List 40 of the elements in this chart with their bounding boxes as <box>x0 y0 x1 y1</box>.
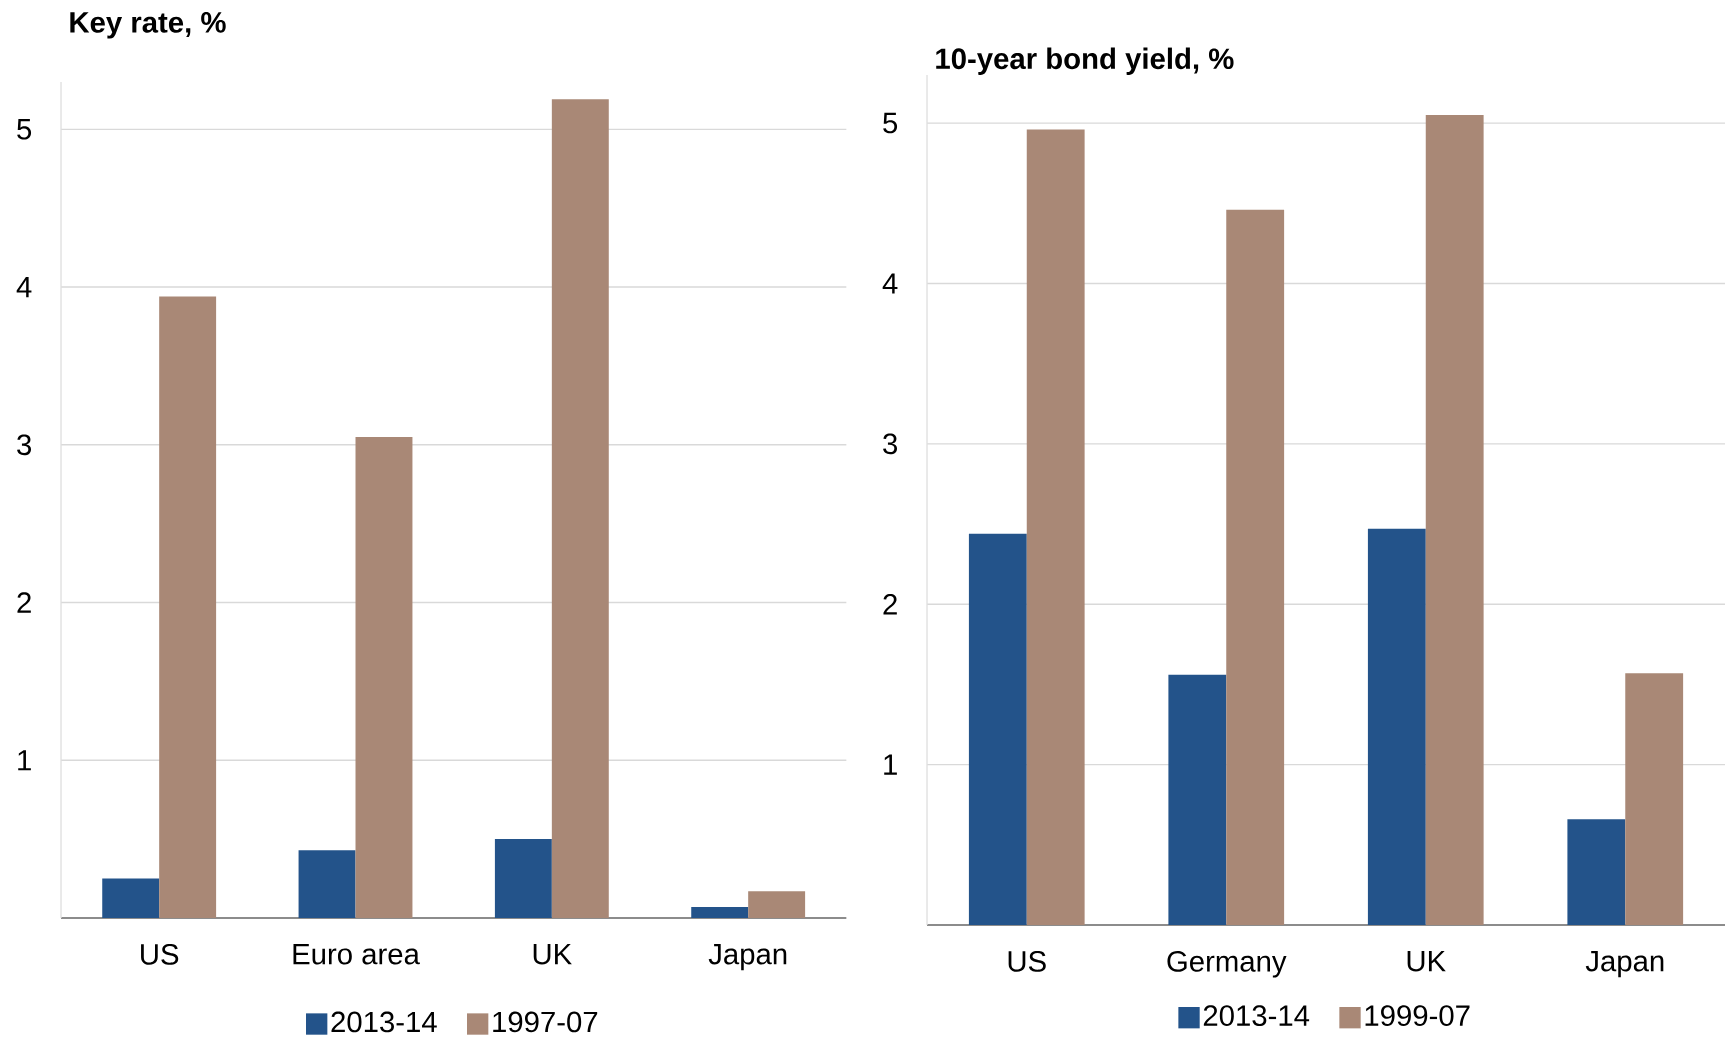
bar <box>494 839 552 918</box>
bar <box>1567 819 1626 925</box>
y-tick-label: 5 <box>883 112 898 134</box>
x-tick-label: UK <box>1407 951 1446 972</box>
y-tick-label: 5 <box>17 119 32 140</box>
y-tick-label: 2 <box>883 593 897 615</box>
bar <box>1226 209 1285 925</box>
bar <box>748 891 806 918</box>
y-tick-label: 2 <box>17 592 31 613</box>
y-tick-label: 4 <box>882 273 898 294</box>
bar <box>1168 674 1227 925</box>
y-tick-label: 3 <box>17 434 32 456</box>
bar <box>968 533 1027 925</box>
bar <box>159 296 217 918</box>
bar <box>1425 115 1484 925</box>
bar <box>102 878 160 918</box>
bar <box>1625 673 1684 925</box>
legend-label: 2013-14 <box>331 1011 437 1033</box>
bar <box>691 906 749 918</box>
x-tick-label: Germany <box>1167 951 1287 978</box>
legend-label: 1999-07 <box>1365 1005 1470 1027</box>
y-tick-label: 3 <box>883 433 898 455</box>
x-tick-label: US <box>141 944 179 965</box>
x-tick-label: Japan <box>708 944 787 971</box>
x-tick-label: Euro area <box>293 944 420 965</box>
legend-label: 2013-14 <box>1203 1005 1310 1027</box>
legend-label: 1997-07 <box>493 1011 598 1033</box>
x-tick-label: US <box>1008 951 1046 972</box>
x-tick-label: Japan <box>1585 951 1664 978</box>
bar <box>1367 528 1426 925</box>
chart-title: 10-year bond yield, % <box>936 47 1234 75</box>
chart-title: Key rate, % <box>70 12 226 39</box>
y-tick-label: 1 <box>18 750 31 771</box>
bar <box>1026 129 1085 925</box>
y-tick-label: 4 <box>16 276 32 298</box>
y-tick-label: 1 <box>884 754 897 775</box>
bar <box>551 99 609 918</box>
bar <box>298 850 356 918</box>
x-tick-label: UK <box>533 944 572 965</box>
bar <box>355 436 413 918</box>
